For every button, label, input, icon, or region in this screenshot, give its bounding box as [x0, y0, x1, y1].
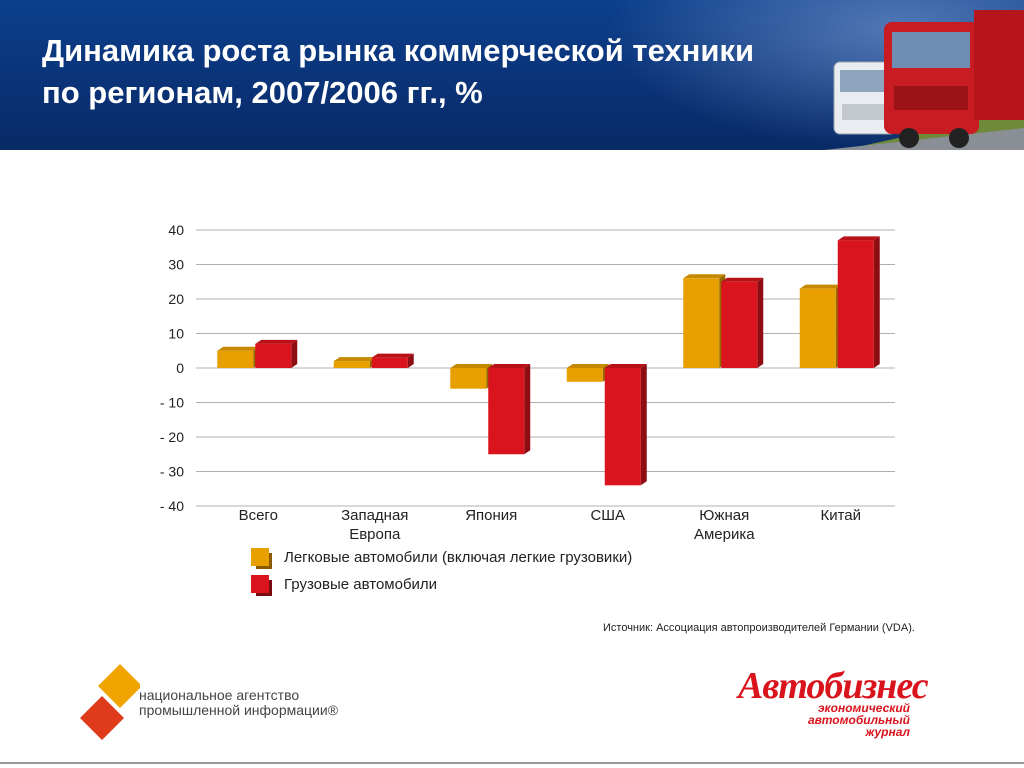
bar-top	[371, 353, 414, 358]
bar-top	[450, 364, 493, 368]
bar-side	[873, 236, 880, 368]
legend-item-trucks: Грузовые автомобили	[250, 571, 632, 598]
bar	[566, 368, 603, 382]
bar	[371, 357, 408, 368]
page-title: Динамика роста рынка коммерческой техник…	[42, 30, 822, 114]
source-note: Источник: Ассоциация автопроизводителей …	[603, 622, 915, 634]
bar-top	[333, 357, 376, 362]
bar-top	[566, 364, 609, 368]
bar	[217, 350, 254, 368]
bar-top	[837, 236, 880, 241]
x-tick-label: Западная	[341, 507, 408, 524]
bar	[683, 278, 720, 368]
bar-top	[255, 339, 298, 344]
agency-name-line-2: промышленной информации®	[139, 702, 339, 718]
y-tick-label: 30	[168, 257, 184, 273]
x-tick-label: Южная	[699, 507, 749, 524]
x-tick-label: Китай	[820, 507, 861, 524]
title-line-2: по регионам, 2007/2006 гг., %	[42, 75, 483, 110]
x-tick-label: США	[590, 507, 625, 524]
bar-side	[407, 353, 414, 368]
trucks-image	[824, 10, 1024, 150]
x-tick-label: Всего	[239, 507, 278, 524]
bar	[837, 240, 874, 368]
bar-side	[524, 364, 531, 455]
bar	[721, 281, 758, 368]
y-tick-label: 0	[176, 360, 184, 376]
y-tick-label: 10	[168, 326, 184, 342]
legend-swatch-passenger	[251, 547, 272, 569]
magazine-subtitle: экономический автомобильный журнал	[800, 702, 910, 738]
bar-side	[291, 339, 298, 368]
bar-top	[721, 277, 764, 282]
chart-legend: Легковые автомобили (включая легкие груз…	[250, 544, 632, 598]
header-banner: Динамика роста рынка коммерческой техник…	[0, 0, 1024, 150]
bottom-divider	[0, 762, 1024, 764]
x-tick-label: Европа	[349, 526, 401, 543]
title-line-1: Динамика роста рынка коммерческой техник…	[42, 33, 755, 68]
agency-logo-icon	[80, 664, 140, 740]
magazine-subtitle-3: журнал	[865, 725, 910, 739]
y-tick-label: - 30	[160, 464, 184, 480]
legend-label-trucks: Грузовые автомобили	[284, 576, 438, 593]
bar-side	[757, 277, 764, 368]
bar	[255, 343, 292, 368]
bar-top	[683, 274, 726, 279]
bar-side	[640, 364, 647, 486]
bar	[488, 368, 525, 455]
y-tick-label: - 10	[160, 395, 184, 411]
agency-name-line-1: национальное агентство	[139, 687, 300, 703]
legend-label-passenger: Легковые автомобили (включая легкие груз…	[284, 549, 633, 566]
bar	[604, 368, 641, 486]
bar	[799, 288, 836, 368]
y-tick-label: - 40	[160, 498, 184, 514]
bar-top	[217, 346, 260, 351]
bar-top	[799, 284, 842, 289]
magazine-logo: Автобизнес	[738, 665, 929, 707]
y-tick-label: 40	[168, 222, 184, 238]
bar-top	[488, 364, 531, 368]
agency-name: национальное агентство промышленной инфо…	[139, 688, 338, 718]
x-tick-label: Япония	[465, 507, 517, 524]
bar	[450, 368, 487, 389]
magazine-subtitle-2: автомобильный	[808, 713, 910, 727]
magazine-subtitle-1: экономический	[817, 701, 910, 715]
bar-top	[604, 364, 647, 368]
y-tick-label: 20	[168, 291, 184, 307]
bar	[333, 361, 370, 368]
legend-item-passenger: Легковые автомобили (включая легкие груз…	[250, 544, 632, 571]
x-tick-label: Америка	[694, 526, 755, 543]
y-tick-label: - 20	[160, 429, 184, 445]
legend-swatch-trucks	[251, 574, 272, 596]
